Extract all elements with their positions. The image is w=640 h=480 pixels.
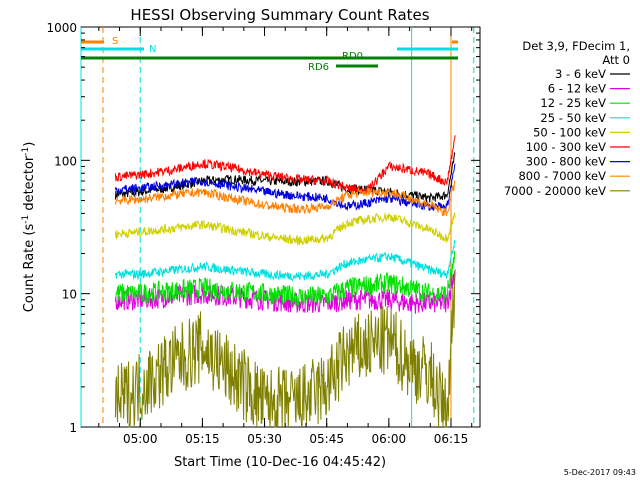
x-tick-label: 05:15 xyxy=(185,432,220,446)
legend-entry-label: 300 - 800 keV xyxy=(526,155,606,169)
legend-header: Att 0 xyxy=(602,53,630,67)
flag-label: RD0 xyxy=(342,51,363,62)
y-axis: 1 10 100 1000 xyxy=(46,21,480,435)
y-tick-label: 100 xyxy=(54,154,77,168)
legend-header: Det 3,9, FDecim 1, xyxy=(522,39,630,53)
y-tick-label: 10 xyxy=(62,288,77,302)
y-axis-label-mid: detector xyxy=(22,155,37,215)
series-line xyxy=(114,240,456,282)
legend-entry-label: 12 - 25 keV xyxy=(540,96,606,110)
legend-entry-label: 100 - 300 keV xyxy=(526,140,606,154)
x-axis: 05:00 05:15 05:30 05:45 06:00 06:15 xyxy=(98,27,473,446)
y-axis-label: Count Rate (s-1 detector-1) xyxy=(21,142,37,313)
x-tick-label: 05:30 xyxy=(247,432,282,446)
series-line xyxy=(114,269,456,428)
series-line xyxy=(114,180,456,217)
y-axis-label-main: Count Rate (s xyxy=(22,224,37,313)
y-axis-label-end: ) xyxy=(22,142,37,147)
legend-entry-label: 800 - 7000 keV xyxy=(518,169,606,183)
series-line xyxy=(114,135,456,195)
series-line xyxy=(114,271,456,314)
y-axis-label-sup1: -1 xyxy=(21,215,31,224)
series-group xyxy=(114,135,456,428)
legend-entry-label: 6 - 12 keV xyxy=(548,82,606,96)
x-tick-label: 06:15 xyxy=(434,432,469,446)
y-axis-label-sup2: -1 xyxy=(21,147,31,156)
series-line xyxy=(114,212,456,246)
legend-entry-label: 25 - 50 keV xyxy=(540,111,606,125)
plot-timestamp: 5-Dec-2017 09:43 xyxy=(564,468,636,477)
y-tick-label: 1000 xyxy=(46,21,77,35)
x-tick-label: 05:00 xyxy=(123,432,158,446)
x-axis-label: Start Time (10-Dec-16 04:45:42) xyxy=(174,455,386,470)
legend-entry-label: 7000 - 20000 keV xyxy=(504,184,606,198)
flag-label: S xyxy=(112,36,118,47)
chart-title: HESSI Observing Summary Count Rates xyxy=(130,6,429,24)
x-tick-label: 05:45 xyxy=(309,432,344,446)
series-line xyxy=(114,251,456,307)
flag-label: RD6 xyxy=(308,62,329,73)
flag-label: N xyxy=(149,44,156,55)
legend-entry-label: 50 - 100 keV xyxy=(533,125,606,139)
y-tick-label: 1 xyxy=(69,421,77,435)
legend-entry-label: 3 - 6 keV xyxy=(555,67,606,81)
observing-flags: S N RD0 RD6 xyxy=(81,36,458,73)
x-tick-label: 06:00 xyxy=(372,432,407,446)
series-line xyxy=(114,163,456,213)
